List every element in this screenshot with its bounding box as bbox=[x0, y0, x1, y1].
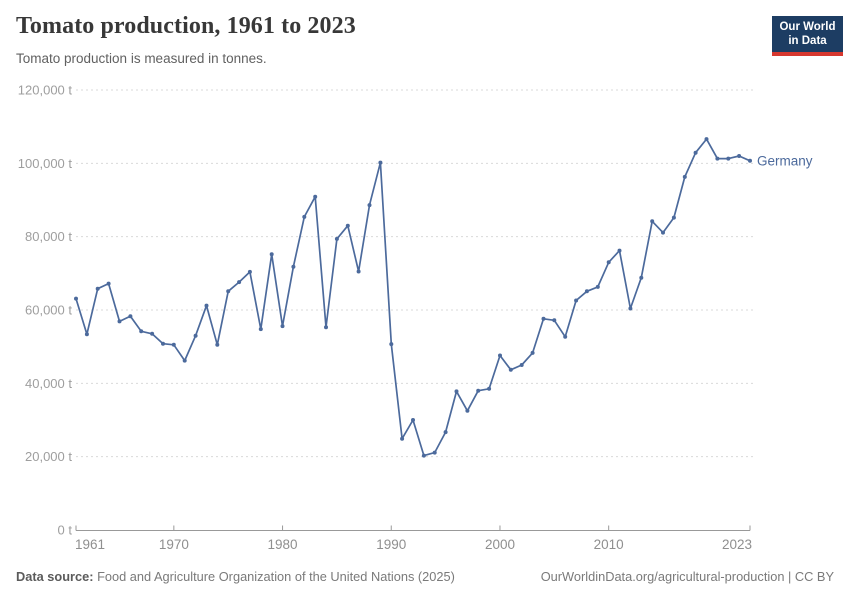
data-point bbox=[606, 260, 611, 265]
data-point bbox=[237, 280, 242, 285]
data-point bbox=[150, 331, 155, 336]
data-source: Data source: Food and Agriculture Organi… bbox=[16, 569, 455, 584]
owid-logo-line2: in Data bbox=[788, 35, 827, 48]
data-point bbox=[552, 318, 557, 323]
data-point bbox=[378, 160, 383, 165]
data-point bbox=[693, 150, 698, 155]
data-point bbox=[117, 319, 122, 324]
data-point bbox=[650, 219, 655, 224]
data-point bbox=[748, 158, 752, 163]
data-point bbox=[95, 286, 100, 291]
data-source-text: Food and Agriculture Organization of the… bbox=[93, 569, 455, 584]
y-axis-label: 120,000 t bbox=[18, 83, 73, 98]
data-point bbox=[443, 430, 448, 435]
data-point bbox=[345, 223, 350, 228]
y-axis-label: 40,000 t bbox=[25, 376, 72, 391]
data-point bbox=[498, 353, 502, 358]
y-axis-label: 60,000 t bbox=[25, 303, 72, 318]
data-point bbox=[280, 324, 285, 329]
data-point bbox=[367, 203, 372, 208]
data-point bbox=[454, 389, 459, 394]
data-point bbox=[530, 350, 535, 355]
x-axis-label: 1970 bbox=[159, 537, 189, 552]
data-point bbox=[400, 436, 405, 441]
data-point bbox=[258, 327, 263, 332]
data-point bbox=[584, 289, 589, 294]
data-point bbox=[291, 264, 296, 269]
data-point bbox=[737, 154, 742, 158]
data-point bbox=[302, 214, 307, 219]
owid-logo-line1: Our World bbox=[779, 21, 836, 33]
data-point bbox=[541, 316, 546, 321]
x-axis-label: 2010 bbox=[594, 537, 624, 552]
x-axis-label: 2000 bbox=[485, 537, 515, 552]
data-point bbox=[356, 269, 361, 274]
data-point bbox=[161, 341, 165, 346]
data-point bbox=[74, 296, 78, 301]
data-point bbox=[595, 284, 600, 289]
y-axis-label: 100,000 t bbox=[18, 156, 73, 171]
data-point bbox=[465, 408, 470, 413]
data-point bbox=[617, 248, 622, 253]
data-point bbox=[704, 137, 709, 142]
data-point bbox=[715, 156, 720, 161]
data-point bbox=[519, 363, 524, 367]
data-point bbox=[563, 334, 568, 339]
data-point bbox=[171, 342, 176, 347]
y-axis-label: 0 t bbox=[58, 523, 73, 538]
x-axis-label: 1961 bbox=[75, 537, 105, 552]
data-point bbox=[671, 215, 676, 220]
data-source-label: Data source: bbox=[16, 569, 94, 584]
data-point bbox=[432, 450, 437, 455]
chart-subtitle: Tomato production is measured in tonnes. bbox=[16, 51, 267, 66]
data-point bbox=[389, 342, 394, 347]
data-point bbox=[682, 174, 687, 179]
data-point bbox=[247, 269, 252, 274]
y-axis-label: 20,000 t bbox=[25, 449, 72, 464]
data-line bbox=[75, 138, 751, 457]
data-point bbox=[324, 325, 328, 330]
series-label: Germany bbox=[757, 153, 813, 168]
x-axis-label: 1980 bbox=[268, 537, 298, 552]
data-point bbox=[726, 156, 731, 161]
x-axis-label: 1990 bbox=[376, 537, 406, 552]
data-point bbox=[84, 332, 89, 337]
data-point bbox=[639, 275, 644, 280]
data-point bbox=[334, 236, 339, 241]
data-point bbox=[226, 289, 231, 294]
data-point bbox=[139, 329, 144, 334]
y-axis-label: 80,000 t bbox=[25, 229, 72, 244]
data-point bbox=[313, 194, 318, 199]
data-point bbox=[182, 358, 187, 363]
data-point bbox=[628, 306, 633, 311]
data-point bbox=[411, 418, 415, 422]
chart-footer: Data source: Food and Agriculture Organi… bbox=[16, 569, 834, 584]
owid-logo[interactable]: Our World in Data bbox=[772, 16, 843, 56]
x-axis-label: 2023 bbox=[722, 537, 752, 552]
data-point bbox=[106, 281, 111, 286]
data-point bbox=[269, 252, 274, 257]
data-point bbox=[508, 367, 513, 372]
data-point bbox=[215, 342, 220, 347]
data-point bbox=[574, 298, 579, 303]
data-point bbox=[487, 386, 492, 391]
page-title: Tomato production, 1961 to 2023 bbox=[16, 13, 356, 39]
data-point bbox=[193, 333, 198, 338]
data-point bbox=[128, 314, 133, 319]
data-point bbox=[476, 388, 481, 393]
data-point bbox=[204, 303, 209, 308]
data-point bbox=[661, 230, 665, 235]
owid-cc-link[interactable]: OurWorldinData.org/agricultural-producti… bbox=[540, 569, 834, 584]
data-point bbox=[421, 453, 426, 458]
